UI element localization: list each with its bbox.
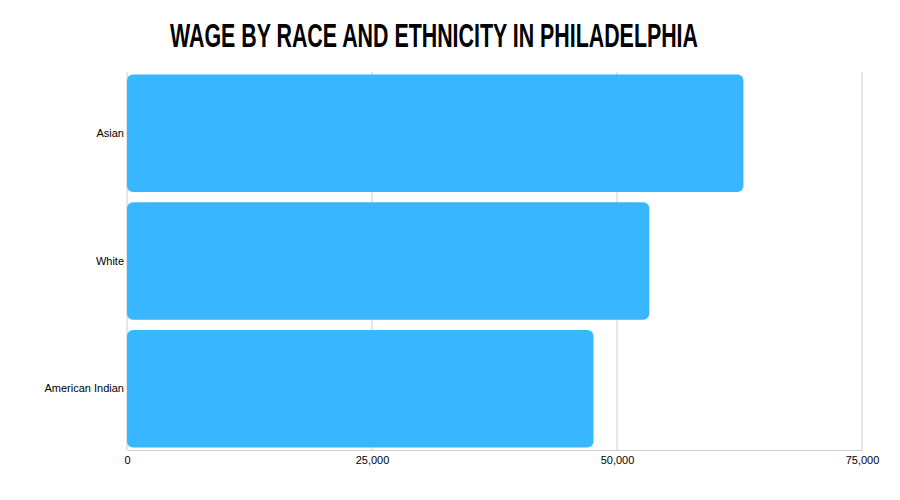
y-tick-label: Asian [96,127,124,139]
y-tick: White [96,255,127,267]
x-tick: 25,000 [356,450,390,466]
chart-svg: WAGE BY RACE AND ETHNICITY IN PHILADELPH… [0,0,900,500]
x-tick-label: 0 [124,454,130,466]
bars [127,75,743,448]
y-tick: American Indian [45,382,128,394]
chart-container: WAGE BY RACE AND ETHNICITY IN PHILADELPH… [0,0,900,500]
x-tick-label: 50,000 [601,454,635,466]
plot-area: 0 25,000 50,000 75,000 Asian White American In… [45,72,880,466]
y-tick-label: White [96,255,124,267]
bar [127,75,743,192]
y-tick-label: American Indian [45,382,125,394]
x-tick: 0 [124,450,130,466]
bar [127,330,593,447]
x-tick: 75,000 [846,450,880,466]
x-axis: 0 25,000 50,000 75,000 [124,450,879,466]
y-axis: Asian White American Indian [45,127,128,394]
x-tick-label: 25,000 [356,454,390,466]
x-axis-line [128,450,863,451]
bar [127,202,649,319]
y-tick: Asian [96,127,127,139]
grid [127,72,862,450]
chart-title: WAGE BY RACE AND ETHNICITY IN PHILADELPH… [170,16,698,54]
x-tick-label: 75,000 [846,454,880,466]
x-tick: 50,000 [601,450,635,466]
grid-line [862,72,863,450]
